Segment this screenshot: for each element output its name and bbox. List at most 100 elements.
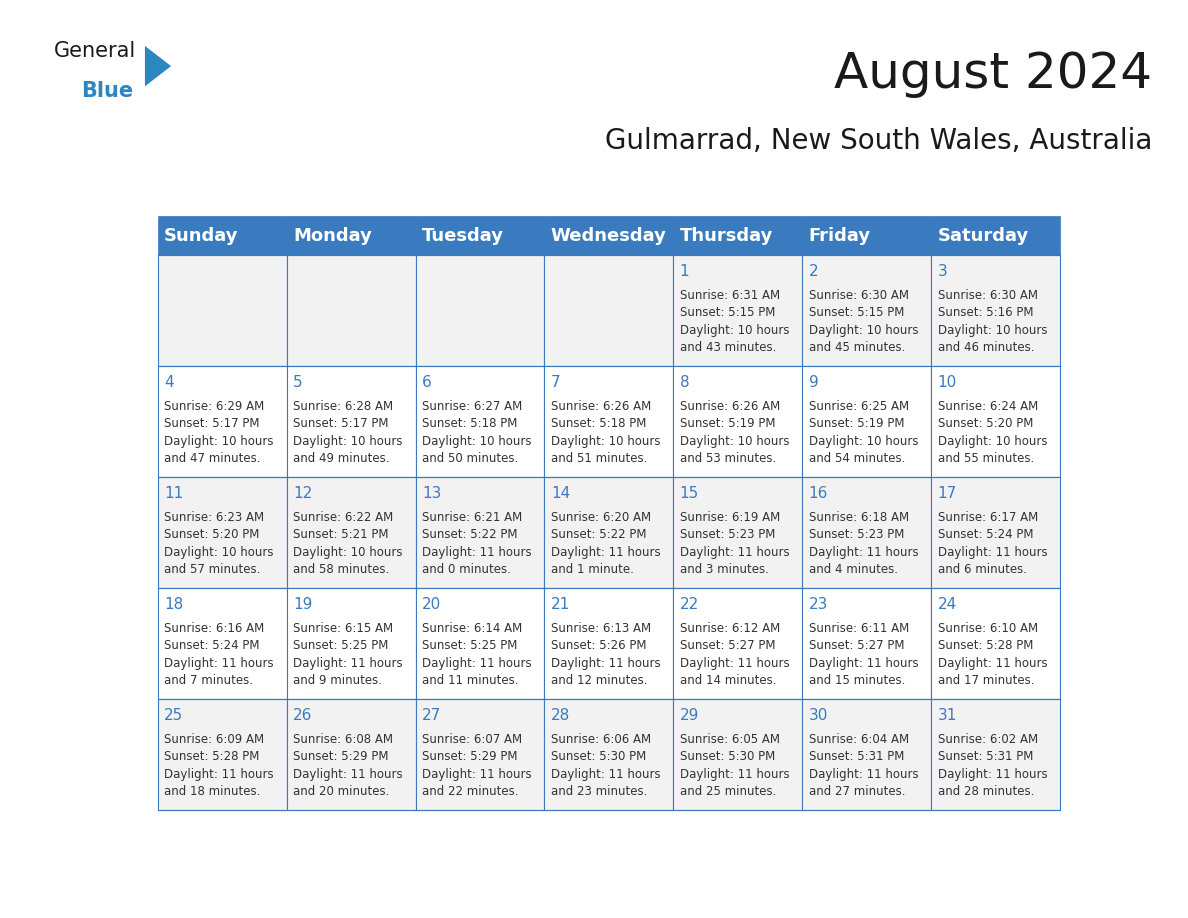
Bar	[802, 699, 931, 810]
Text: 26: 26	[293, 708, 312, 723]
Text: 29: 29	[680, 708, 699, 723]
Bar	[544, 366, 674, 477]
Bar	[286, 255, 416, 366]
Text: Sunrise: 6:30 AM
Sunset: 5:16 PM
Daylight: 10 hours
and 46 minutes.: Sunrise: 6:30 AM Sunset: 5:16 PM Dayligh…	[937, 289, 1047, 354]
Bar	[931, 588, 1060, 699]
Text: Sunrise: 6:04 AM
Sunset: 5:31 PM
Daylight: 11 hours
and 27 minutes.: Sunrise: 6:04 AM Sunset: 5:31 PM Dayligh…	[809, 733, 918, 799]
Bar	[674, 588, 802, 699]
Text: Monday: Monday	[293, 227, 372, 244]
Text: Saturday: Saturday	[937, 227, 1029, 244]
Text: Sunrise: 6:09 AM
Sunset: 5:28 PM
Daylight: 11 hours
and 18 minutes.: Sunrise: 6:09 AM Sunset: 5:28 PM Dayligh…	[164, 733, 273, 799]
Text: 17: 17	[937, 487, 956, 501]
Text: 9: 9	[809, 375, 819, 390]
Text: 30: 30	[809, 708, 828, 723]
Text: Sunrise: 6:14 AM
Sunset: 5:25 PM
Daylight: 11 hours
and 11 minutes.: Sunrise: 6:14 AM Sunset: 5:25 PM Dayligh…	[422, 621, 531, 688]
Text: Gulmarrad, New South Wales, Australia: Gulmarrad, New South Wales, Australia	[605, 127, 1152, 155]
Text: 24: 24	[937, 598, 956, 612]
Text: 7: 7	[551, 375, 561, 390]
Text: General: General	[53, 41, 135, 62]
Text: 4: 4	[164, 375, 173, 390]
Bar	[158, 699, 286, 810]
Bar	[416, 477, 544, 588]
Bar	[158, 217, 286, 255]
Text: 28: 28	[551, 708, 570, 723]
Text: Sunrise: 6:19 AM
Sunset: 5:23 PM
Daylight: 11 hours
and 3 minutes.: Sunrise: 6:19 AM Sunset: 5:23 PM Dayligh…	[680, 511, 789, 577]
Text: Sunrise: 6:28 AM
Sunset: 5:17 PM
Daylight: 10 hours
and 49 minutes.: Sunrise: 6:28 AM Sunset: 5:17 PM Dayligh…	[293, 400, 403, 465]
Text: 21: 21	[551, 598, 570, 612]
Text: Sunrise: 6:13 AM
Sunset: 5:26 PM
Daylight: 11 hours
and 12 minutes.: Sunrise: 6:13 AM Sunset: 5:26 PM Dayligh…	[551, 621, 661, 688]
Text: Sunrise: 6:24 AM
Sunset: 5:20 PM
Daylight: 10 hours
and 55 minutes.: Sunrise: 6:24 AM Sunset: 5:20 PM Dayligh…	[937, 400, 1047, 465]
Text: Sunrise: 6:18 AM
Sunset: 5:23 PM
Daylight: 11 hours
and 4 minutes.: Sunrise: 6:18 AM Sunset: 5:23 PM Dayligh…	[809, 511, 918, 577]
Bar	[286, 366, 416, 477]
Text: 11: 11	[164, 487, 183, 501]
Text: 12: 12	[293, 487, 312, 501]
Text: Thursday: Thursday	[680, 227, 773, 244]
Bar	[544, 255, 674, 366]
Bar	[544, 217, 674, 255]
Bar	[416, 366, 544, 477]
Text: August 2024: August 2024	[834, 50, 1152, 98]
Bar	[802, 477, 931, 588]
Bar	[931, 255, 1060, 366]
Text: 16: 16	[809, 487, 828, 501]
Bar	[674, 699, 802, 810]
Bar	[286, 477, 416, 588]
Text: Sunrise: 6:30 AM
Sunset: 5:15 PM
Daylight: 10 hours
and 45 minutes.: Sunrise: 6:30 AM Sunset: 5:15 PM Dayligh…	[809, 289, 918, 354]
Bar	[158, 588, 286, 699]
Bar	[931, 477, 1060, 588]
Text: Sunrise: 6:15 AM
Sunset: 5:25 PM
Daylight: 11 hours
and 9 minutes.: Sunrise: 6:15 AM Sunset: 5:25 PM Dayligh…	[293, 621, 403, 688]
Text: Sunrise: 6:05 AM
Sunset: 5:30 PM
Daylight: 11 hours
and 25 minutes.: Sunrise: 6:05 AM Sunset: 5:30 PM Dayligh…	[680, 733, 789, 799]
Text: Sunrise: 6:12 AM
Sunset: 5:27 PM
Daylight: 11 hours
and 14 minutes.: Sunrise: 6:12 AM Sunset: 5:27 PM Dayligh…	[680, 621, 789, 688]
Text: 6: 6	[422, 375, 431, 390]
Bar	[931, 366, 1060, 477]
Bar	[544, 477, 674, 588]
Text: 31: 31	[937, 708, 956, 723]
Text: Sunrise: 6:16 AM
Sunset: 5:24 PM
Daylight: 11 hours
and 7 minutes.: Sunrise: 6:16 AM Sunset: 5:24 PM Dayligh…	[164, 621, 273, 688]
Bar	[416, 217, 544, 255]
Text: 5: 5	[293, 375, 303, 390]
Text: Sunrise: 6:26 AM
Sunset: 5:19 PM
Daylight: 10 hours
and 53 minutes.: Sunrise: 6:26 AM Sunset: 5:19 PM Dayligh…	[680, 400, 789, 465]
Text: Sunrise: 6:29 AM
Sunset: 5:17 PM
Daylight: 10 hours
and 47 minutes.: Sunrise: 6:29 AM Sunset: 5:17 PM Dayligh…	[164, 400, 273, 465]
Bar	[416, 255, 544, 366]
Bar	[286, 699, 416, 810]
Text: Sunrise: 6:27 AM
Sunset: 5:18 PM
Daylight: 10 hours
and 50 minutes.: Sunrise: 6:27 AM Sunset: 5:18 PM Dayligh…	[422, 400, 531, 465]
Text: Sunrise: 6:26 AM
Sunset: 5:18 PM
Daylight: 10 hours
and 51 minutes.: Sunrise: 6:26 AM Sunset: 5:18 PM Dayligh…	[551, 400, 661, 465]
Text: Sunrise: 6:23 AM
Sunset: 5:20 PM
Daylight: 10 hours
and 57 minutes.: Sunrise: 6:23 AM Sunset: 5:20 PM Dayligh…	[164, 511, 273, 577]
Text: 19: 19	[293, 598, 312, 612]
Text: Blue: Blue	[81, 81, 133, 101]
Text: Sunrise: 6:02 AM
Sunset: 5:31 PM
Daylight: 11 hours
and 28 minutes.: Sunrise: 6:02 AM Sunset: 5:31 PM Dayligh…	[937, 733, 1047, 799]
Text: Sunrise: 6:21 AM
Sunset: 5:22 PM
Daylight: 11 hours
and 0 minutes.: Sunrise: 6:21 AM Sunset: 5:22 PM Dayligh…	[422, 511, 531, 577]
Text: 25: 25	[164, 708, 183, 723]
Text: 2: 2	[809, 264, 819, 279]
Text: Sunrise: 6:11 AM
Sunset: 5:27 PM
Daylight: 11 hours
and 15 minutes.: Sunrise: 6:11 AM Sunset: 5:27 PM Dayligh…	[809, 621, 918, 688]
Text: Sunrise: 6:22 AM
Sunset: 5:21 PM
Daylight: 10 hours
and 58 minutes.: Sunrise: 6:22 AM Sunset: 5:21 PM Dayligh…	[293, 511, 403, 577]
Text: 22: 22	[680, 598, 699, 612]
Text: 20: 20	[422, 598, 441, 612]
Text: Sunday: Sunday	[164, 227, 239, 244]
Bar	[416, 699, 544, 810]
Text: Sunrise: 6:08 AM
Sunset: 5:29 PM
Daylight: 11 hours
and 20 minutes.: Sunrise: 6:08 AM Sunset: 5:29 PM Dayligh…	[293, 733, 403, 799]
Text: 13: 13	[422, 487, 441, 501]
Bar	[158, 255, 286, 366]
Text: 18: 18	[164, 598, 183, 612]
Bar	[158, 366, 286, 477]
Text: Sunrise: 6:31 AM
Sunset: 5:15 PM
Daylight: 10 hours
and 43 minutes.: Sunrise: 6:31 AM Sunset: 5:15 PM Dayligh…	[680, 289, 789, 354]
Text: Sunrise: 6:20 AM
Sunset: 5:22 PM
Daylight: 11 hours
and 1 minute.: Sunrise: 6:20 AM Sunset: 5:22 PM Dayligh…	[551, 511, 661, 577]
Text: Friday: Friday	[809, 227, 871, 244]
Bar	[286, 588, 416, 699]
Bar	[674, 217, 802, 255]
Text: 10: 10	[937, 375, 956, 390]
Bar	[544, 699, 674, 810]
Bar	[931, 217, 1060, 255]
Text: 14: 14	[551, 487, 570, 501]
Bar	[802, 255, 931, 366]
Bar	[674, 255, 802, 366]
Text: 23: 23	[809, 598, 828, 612]
Bar	[674, 477, 802, 588]
Text: 3: 3	[937, 264, 947, 279]
Text: Sunrise: 6:10 AM
Sunset: 5:28 PM
Daylight: 11 hours
and 17 minutes.: Sunrise: 6:10 AM Sunset: 5:28 PM Dayligh…	[937, 621, 1047, 688]
Bar	[931, 699, 1060, 810]
Text: Sunrise: 6:25 AM
Sunset: 5:19 PM
Daylight: 10 hours
and 54 minutes.: Sunrise: 6:25 AM Sunset: 5:19 PM Dayligh…	[809, 400, 918, 465]
Bar	[802, 217, 931, 255]
Bar	[802, 366, 931, 477]
